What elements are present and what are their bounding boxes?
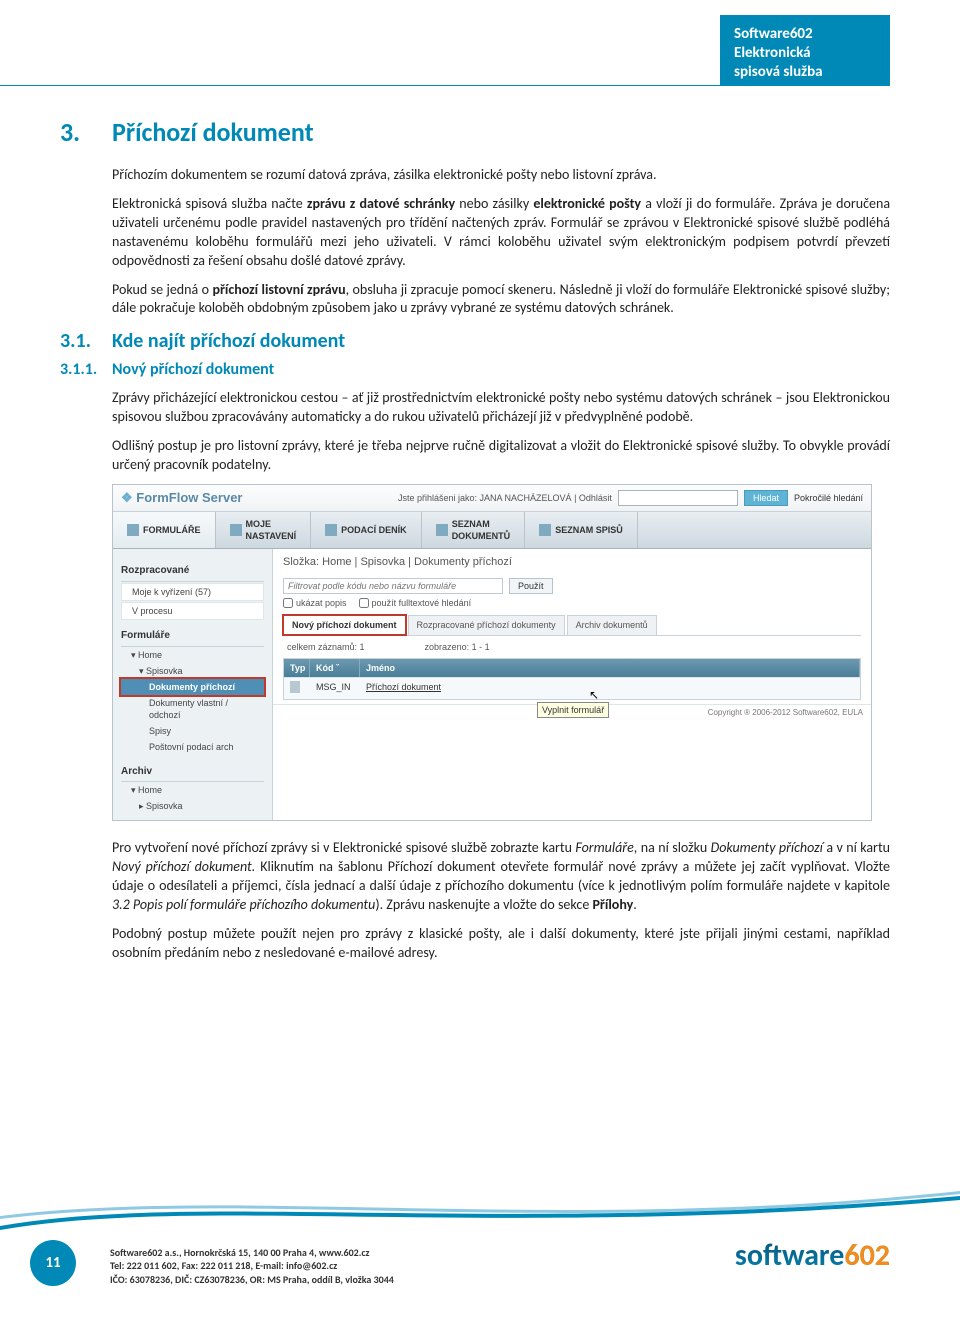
- logout-link[interactable]: Odhlásit: [579, 493, 612, 503]
- main-panel: Složka: Home | Spisovka | Dokumenty příc…: [273, 549, 871, 820]
- settings-icon: [230, 524, 242, 536]
- heading-3-1-1-title: Nový příchozí dokument: [112, 360, 274, 379]
- app-body: Rozpracované Moje k vyřízení (57) V proc…: [113, 549, 871, 820]
- breadcrumb-path: Home | Spisovka | Dokumenty příchozí: [322, 556, 512, 568]
- header-rule: [0, 85, 890, 86]
- tab-moje-nastaveni[interactable]: MOJENASTAVENÍ: [216, 512, 312, 548]
- header-banner: Software602 Elektronická spisová služba: [720, 15, 890, 85]
- footer-line-2: Tel: 222 011 602, Fax: 222 011 218, E-ma…: [110, 1259, 394, 1273]
- files-icon: [539, 524, 551, 536]
- banner-line2: Elektronická: [734, 44, 876, 63]
- sidebar-item-spisy[interactable]: Spisy: [121, 723, 264, 739]
- sidebar-item-dokumenty-vlastni[interactable]: Dokumenty vlastní /odchozí: [121, 695, 264, 723]
- sidebar-group-rozpracovane: Rozpracované: [121, 561, 264, 582]
- subtab-novy-prichozi[interactable]: Nový příchozí dokument: [283, 615, 406, 634]
- sub-tabs: Nový příchozí dokument Rozpracované příc…: [283, 615, 861, 635]
- subtab-archiv[interactable]: Archiv dokumentů: [567, 615, 657, 634]
- cell-jmeno[interactable]: Příchozí dokument: [360, 678, 860, 699]
- app-screenshot: FormFlow Server Jste přihlášeni jako: JA…: [112, 484, 872, 821]
- heading-3-1-1-number: 3.1.1.: [60, 359, 112, 381]
- filter-apply-button[interactable]: Použít: [509, 578, 553, 594]
- filter-input[interactable]: [283, 578, 503, 594]
- heading-3-1-1: 3.1.1.Nový příchozí dokument: [60, 359, 890, 381]
- advanced-search-link[interactable]: Pokročilé hledání: [794, 492, 863, 504]
- tooltip: Vyplnit formulář: [537, 702, 609, 718]
- footer-line-3: IČO: 63078236, DIČ: CZ63078236, OR: MS P…: [110, 1273, 394, 1287]
- para-6: Pro vytvoření nové příchozí zprávy si v …: [112, 839, 890, 915]
- heading-3: 3.Příchozí dokument: [60, 115, 890, 150]
- journal-icon: [325, 524, 337, 536]
- sidebar-item-spisovka[interactable]: ▾ Spisovka: [121, 663, 264, 679]
- heading-3-title: Příchozí dokument: [112, 116, 314, 148]
- tab-podaci-denik[interactable]: PODACÍ DENÍK: [311, 512, 422, 548]
- search-button[interactable]: Hledat: [744, 490, 788, 506]
- para-7: Podobný postup můžete použít nejen pro z…: [112, 925, 890, 963]
- heading-3-1: 3.1.Kde najít příchozí dokument: [60, 328, 890, 355]
- breadcrumb: Složka: Home | Spisovka | Dokumenty příc…: [273, 549, 871, 576]
- col-kod[interactable]: Kód ˇ: [310, 659, 360, 677]
- sidebar-group-archiv: Archiv: [121, 762, 264, 783]
- sidebar-item-archiv-spisovka[interactable]: ▸ Spisovka: [121, 798, 264, 814]
- table-row[interactable]: MSG_IN Příchozí dokument: [284, 677, 860, 699]
- heading-3-1-number: 3.1.: [60, 328, 112, 355]
- sidebar: Rozpracované Moje k vyřízení (57) V proc…: [113, 549, 273, 820]
- footer-wave: [0, 1186, 960, 1231]
- filter-row: Použít: [283, 578, 861, 594]
- sidebar-item-postovni-podaci-arch[interactable]: Poštovní podací arch: [121, 739, 264, 755]
- tab-seznam-spisu[interactable]: SEZNAM SPISŮ: [525, 512, 638, 548]
- document-icon: [290, 681, 300, 693]
- cursor-icon: ↖: [589, 687, 599, 703]
- sidebar-item-moje-k-vyrizeni[interactable]: Moje k vyřízení (57): [121, 583, 264, 601]
- page-content: 3.Příchozí dokument Příchozím dokumentem…: [60, 115, 890, 973]
- col-typ[interactable]: Typ: [284, 659, 310, 677]
- sidebar-item-v-procesu[interactable]: V procesu: [121, 602, 264, 620]
- table-header: Typ Kód ˇ Jméno: [284, 659, 860, 677]
- banner-line3: spisová služba: [734, 63, 876, 82]
- banner-line1: Software602: [734, 25, 876, 44]
- para-1: Příchozím dokumentem se rozumí datová zp…: [112, 166, 890, 185]
- heading-3-1-title: Kde najít příchozí dokument: [112, 329, 345, 353]
- software602-logo: software602: [735, 1236, 890, 1277]
- forms-icon: [127, 524, 139, 536]
- subtab-rozpracovane[interactable]: Rozpracované příchozí dokumenty: [408, 615, 565, 634]
- cell-kod: MSG_IN: [310, 678, 360, 699]
- app-topbar: FormFlow Server Jste přihlášeni jako: JA…: [113, 485, 871, 512]
- documents-icon: [436, 524, 448, 536]
- user-info: Jste přihlášeni jako: JANA NACHÁZELOVÁ |…: [398, 492, 612, 504]
- count-shown: zobrazeno: 1 - 1: [425, 641, 490, 653]
- form-table: Typ Kód ˇ Jméno MSG_IN Příchozí dokument: [283, 658, 861, 700]
- checkbox-ukazat-popis[interactable]: ukázat popis: [283, 597, 347, 609]
- checkbox-fulltext[interactable]: použít fulltextové hledání: [359, 597, 472, 609]
- sidebar-item-dokumenty-prichozi[interactable]: Dokumenty příchozí: [121, 679, 264, 695]
- sidebar-item-home[interactable]: ▾ Home: [121, 647, 264, 663]
- nav-tabs: FORMULÁŘE MOJENASTAVENÍ PODACÍ DENÍK SEZ…: [113, 512, 871, 549]
- heading-3-number: 3.: [60, 115, 112, 150]
- footer-company-info: Software602 a.s., Hornokrčská 15, 140 00…: [110, 1246, 394, 1287]
- app-logo: FormFlow Server: [121, 489, 242, 507]
- record-count: celkem záznamů: 1 zobrazeno: 1 - 1: [287, 641, 857, 653]
- col-jmeno[interactable]: Jméno: [360, 659, 860, 677]
- tab-seznam-dokumentu[interactable]: SEZNAMDOKUMENTŮ: [422, 512, 526, 548]
- tab-formulare[interactable]: FORMULÁŘE: [113, 512, 216, 548]
- search-input[interactable]: [618, 490, 738, 506]
- para-5: Odlišný postup je pro listovní zprávy, k…: [112, 437, 890, 475]
- sidebar-item-archiv-home[interactable]: ▾ Home: [121, 782, 264, 798]
- para-3: Pokud se jedná o příchozí listovní zpráv…: [112, 281, 890, 319]
- sidebar-group-formulare: Formuláře: [121, 626, 264, 647]
- page-number-badge: 11: [30, 1240, 76, 1286]
- filter-options: ukázat popis použít fulltextové hledání: [283, 597, 861, 609]
- para-2: Elektronická spisová služba načte zprávu…: [112, 195, 890, 271]
- footer-line-1: Software602 a.s., Hornokrčská 15, 140 00…: [110, 1246, 394, 1260]
- para-4: Zprávy přicházející elektronickou cestou…: [112, 389, 890, 427]
- count-total: celkem záznamů: 1: [287, 641, 365, 653]
